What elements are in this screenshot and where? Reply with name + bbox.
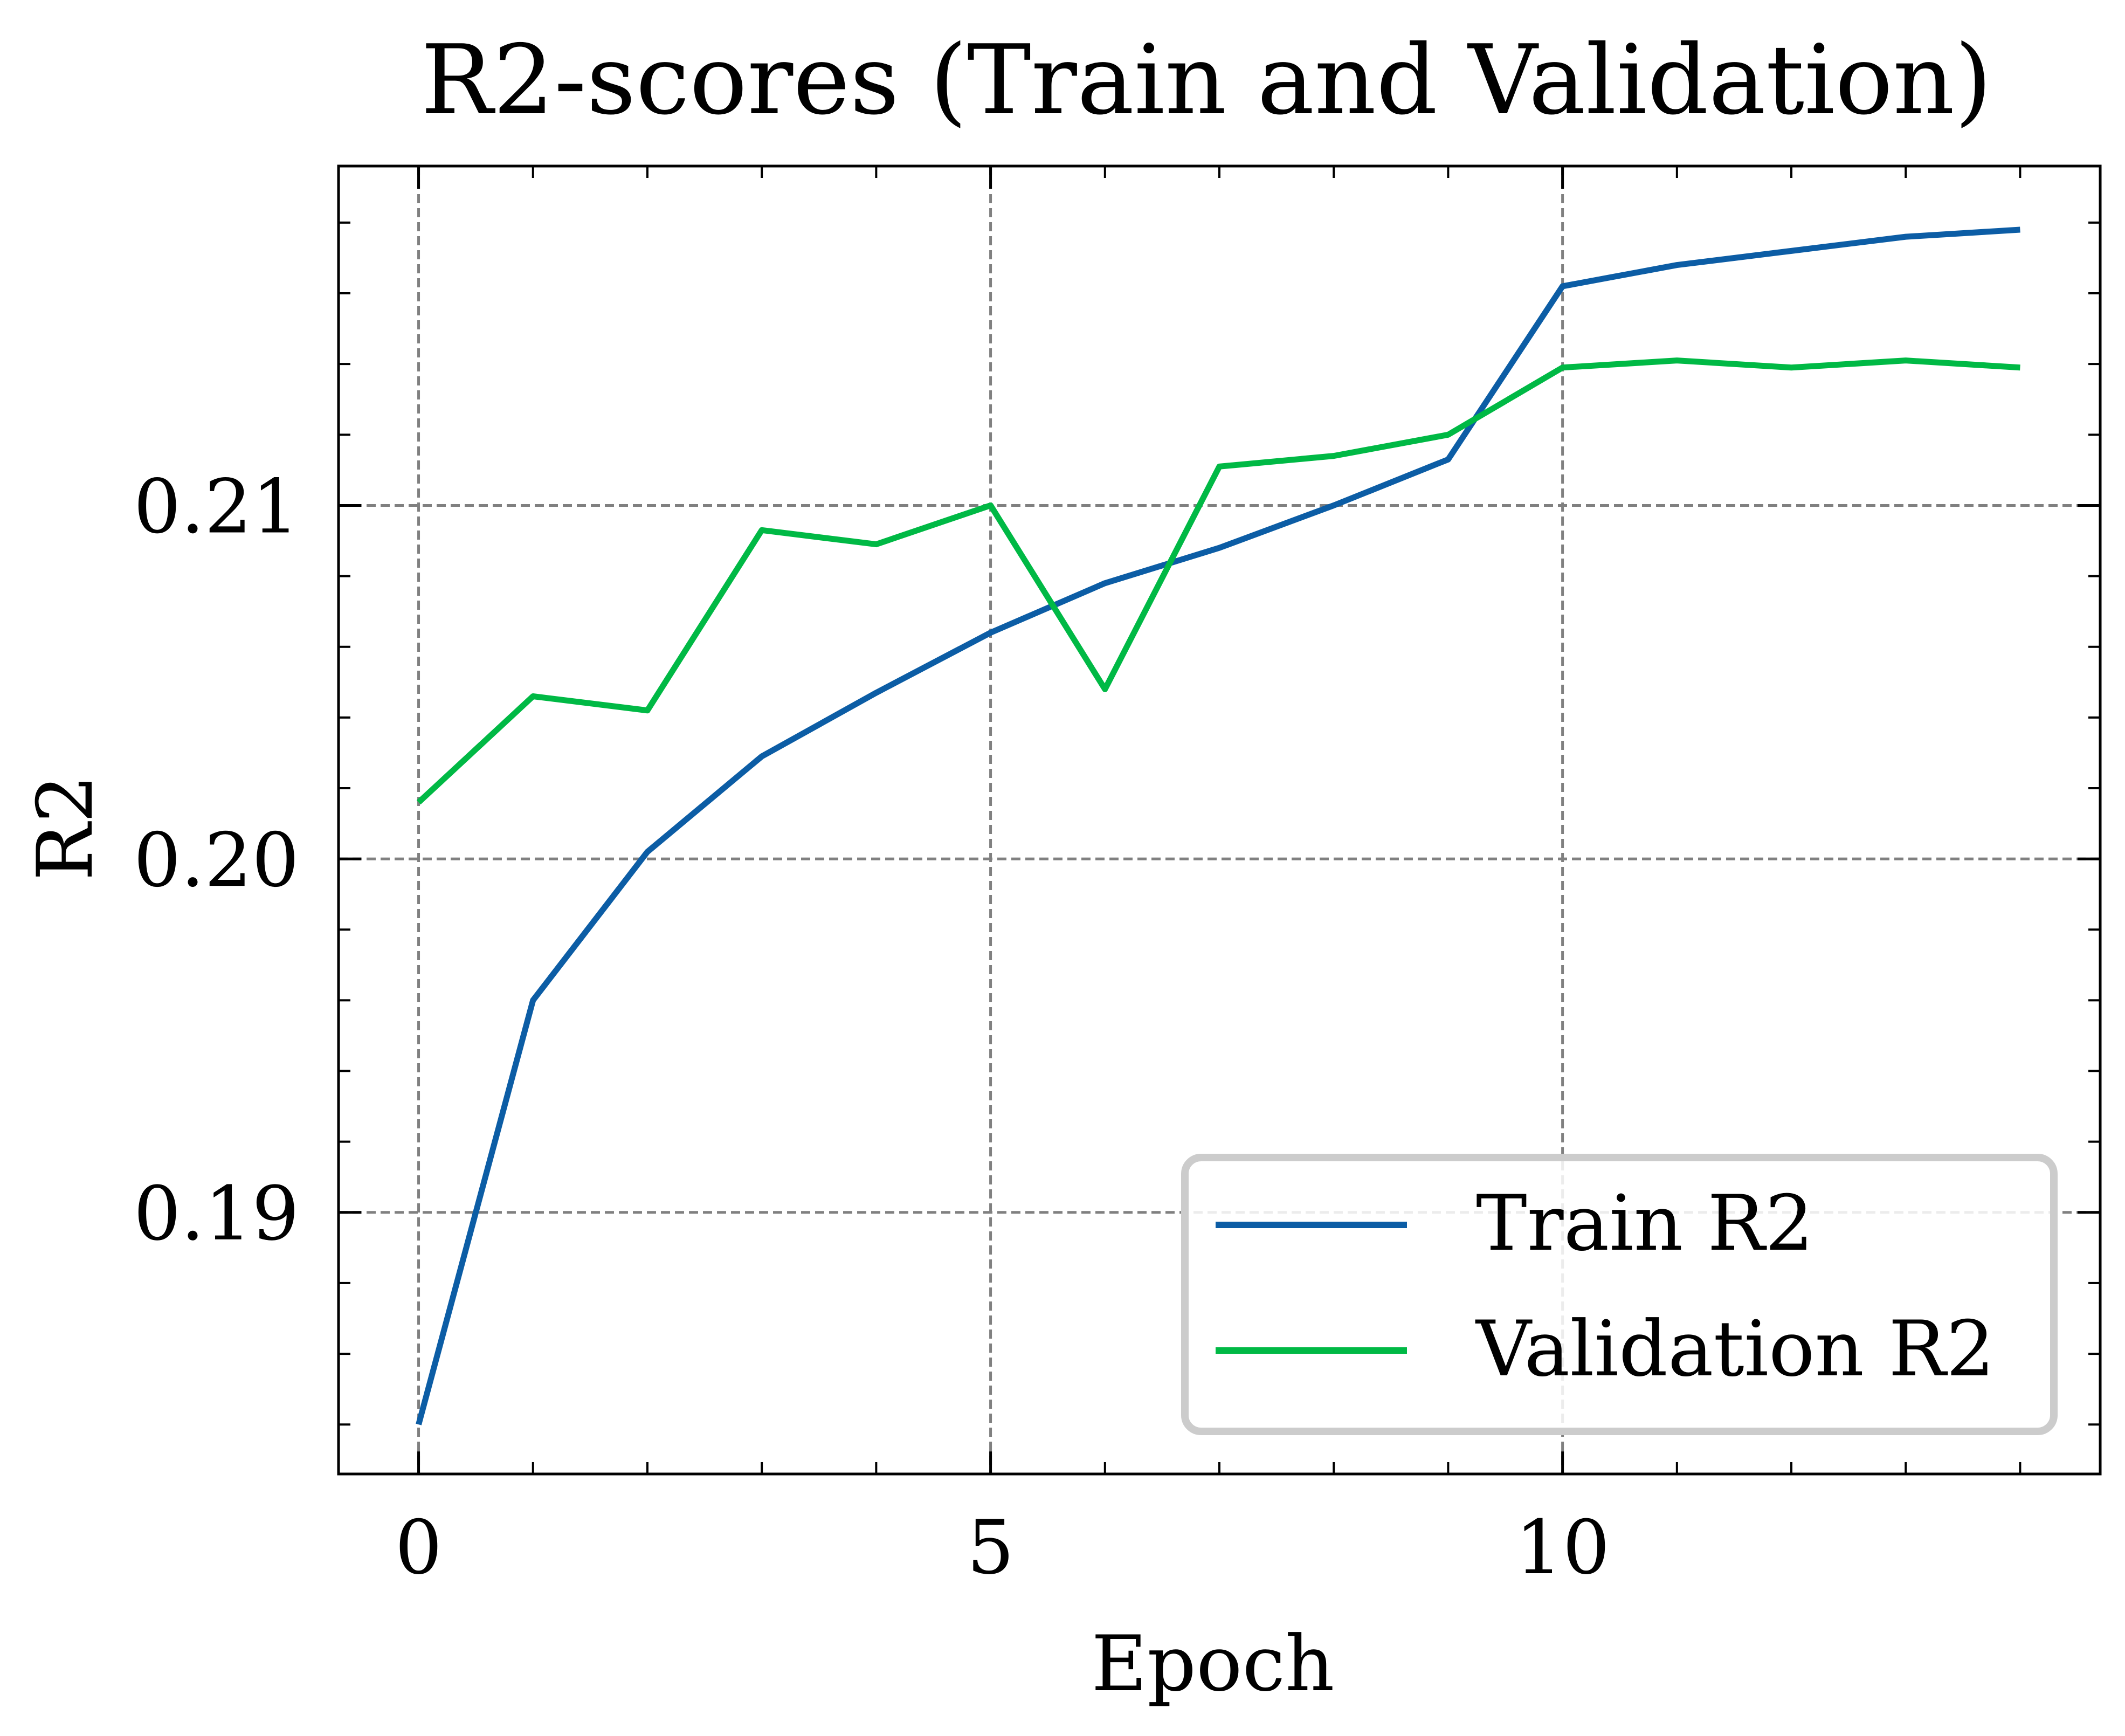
x-axis-label: Epoch — [1091, 1620, 1334, 1709]
series-line-validation — [416, 357, 2020, 805]
legend-label-validation: Validation R2 — [1475, 1305, 1995, 1394]
series-lines — [416, 226, 2020, 1425]
y-tick-label-2: 0.21 — [134, 463, 299, 550]
x-tick-label-2: 10 — [1515, 1504, 1610, 1591]
y-tick-label-0: 0.19 — [134, 1170, 299, 1257]
chart-title: R2-scores (Train and Validation) — [421, 24, 1992, 136]
x-tick-label-1: 5 — [967, 1504, 1015, 1591]
y-tick-label-1: 0.20 — [134, 817, 299, 904]
legend: Train R2 Validation R2 — [1181, 1154, 2058, 1435]
legend-label-train: Train R2 — [1476, 1179, 1814, 1268]
grid-lines — [339, 166, 2100, 1474]
y-axis-label: R2 — [21, 774, 110, 880]
x-tick-label-0: 0 — [395, 1504, 443, 1591]
axis-ticks: 0 5 10 0.19 0.20 0.21 — [134, 166, 2100, 1591]
series-line-train — [416, 226, 2020, 1425]
